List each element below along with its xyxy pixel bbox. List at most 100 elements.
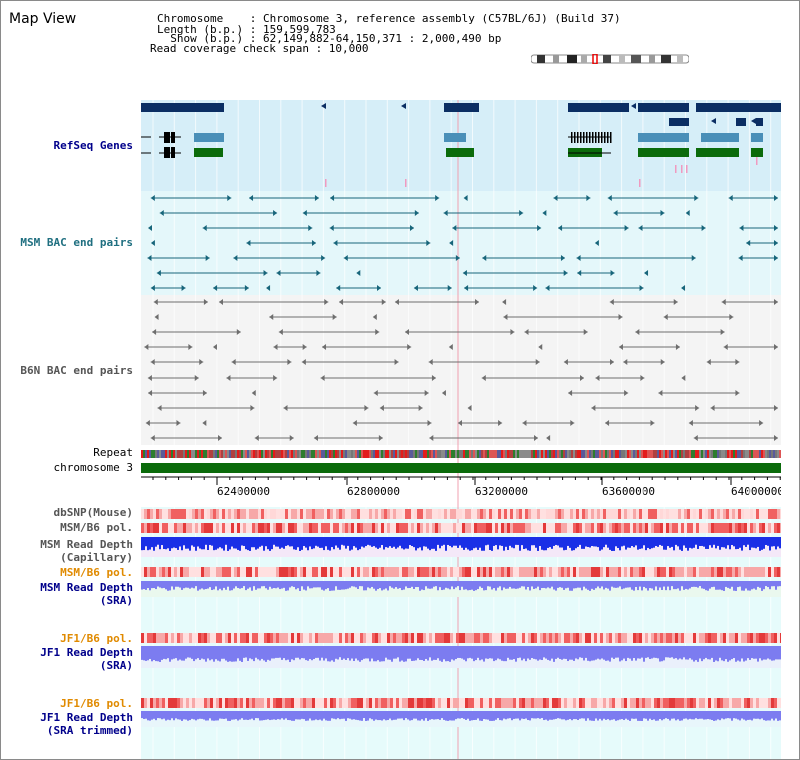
polymorphism-heat-cell <box>729 523 732 533</box>
read-depth-bar <box>249 711 251 720</box>
read-depth-bar <box>351 581 353 587</box>
refseq-exon <box>580 132 582 143</box>
read-depth-bar <box>667 537 669 547</box>
polymorphism-heat-cell <box>231 633 234 643</box>
repeat-segment <box>551 450 553 458</box>
chromosome-ideogram[interactable] <box>531 54 689 64</box>
repeat-segment <box>461 450 463 458</box>
repeat-segment <box>493 450 495 458</box>
track-label-msm-depth-capillary[interactable]: MSM Read Depth <box>40 538 133 551</box>
read-depth-bar <box>653 537 655 548</box>
read-depth-bar <box>477 646 479 658</box>
polymorphism-heat-cell <box>723 523 726 533</box>
read-depth-bar <box>609 581 611 591</box>
polymorphism-heat-cell <box>582 698 585 708</box>
repeat-segment <box>705 450 707 458</box>
polymorphism-heat-cell <box>393 509 396 519</box>
read-depth-bar <box>385 646 387 658</box>
repeat-segment <box>699 450 701 458</box>
read-depth-bar <box>539 646 541 660</box>
repeat-segment <box>681 450 683 458</box>
read-depth-bar <box>349 537 351 551</box>
repeat-segment <box>747 450 749 458</box>
b6n-bac-end <box>759 420 764 426</box>
polymorphism-heat-cell <box>201 567 204 577</box>
read-depth-bar <box>343 646 345 659</box>
track-label-jf1-b6-pol-2[interactable]: JF1/B6 pol. <box>60 697 133 710</box>
read-depth-bar <box>517 537 519 545</box>
polymorphism-heat-cell <box>687 633 690 643</box>
read-depth-bar <box>169 646 171 662</box>
map-view-title: Map View <box>9 11 77 27</box>
track-label-msm-depth-sra[interactable]: MSM Read Depth <box>40 581 133 594</box>
read-depth-bar <box>629 711 631 721</box>
polymorphism-heat-cell <box>486 509 489 519</box>
refseq-exon <box>577 132 579 143</box>
track-label-msm-b6-pol[interactable]: MSM/B6 pol. <box>60 521 133 534</box>
polymorphism-heat-cell <box>339 633 342 643</box>
polymorphism-heat-cell <box>579 633 582 643</box>
read-depth-bar <box>445 581 447 588</box>
polymorphism-heat-cell <box>300 509 303 519</box>
read-depth-bar <box>749 646 751 660</box>
read-depth-bar <box>277 646 279 658</box>
track-label-refseq[interactable]: RefSeq Genes <box>53 139 133 152</box>
msm-bac-end <box>447 285 452 291</box>
read-depth-bar <box>625 646 627 662</box>
track-label-jf1-depth-sra[interactable]: JF1 Read Depth <box>40 646 133 659</box>
repeat-segment <box>741 450 743 458</box>
track-label-msm-bac[interactable]: MSM BAC end pairs <box>20 236 133 249</box>
msm-bac-end <box>638 225 643 231</box>
read-depth-bar <box>183 646 185 661</box>
repeat-segment <box>341 450 343 458</box>
polymorphism-heat-cell <box>675 509 678 519</box>
polymorphism-heat-cell <box>633 523 636 533</box>
read-depth-bar <box>535 711 537 719</box>
polymorphism-heat-cell <box>483 523 486 533</box>
polymorphism-heat-cell <box>681 523 684 533</box>
polymorphism-heat-cell <box>486 698 489 708</box>
read-depth-bar <box>285 581 287 591</box>
read-depth-bar <box>567 711 569 720</box>
polymorphism-heat-cell <box>267 633 270 643</box>
track-label-dbsnp[interactable]: dbSNP(Mouse) <box>53 506 133 519</box>
read-depth-bar <box>755 711 757 719</box>
polymorphism-heat-cell <box>411 523 414 533</box>
read-depth-bar <box>271 581 273 589</box>
read-depth-bar <box>675 581 677 590</box>
polymorphism-heat-cell <box>153 523 156 533</box>
polymorphism-heat-cell <box>144 633 147 643</box>
polymorphism-heat-cell <box>297 698 300 708</box>
track-label-msm-b6-pol-2[interactable]: MSM/B6 pol. <box>60 566 133 579</box>
repeat-segment <box>481 450 483 458</box>
track-label-jf1-b6-pol[interactable]: JF1/B6 pol. <box>60 632 133 645</box>
polymorphism-heat-cell <box>594 633 597 643</box>
read-depth-bar <box>455 711 457 720</box>
track-label-b6n-bac[interactable]: B6N BAC end pairs <box>20 364 133 377</box>
polymorphism-heat-cell <box>666 509 669 519</box>
track-label-jf1-depth-trimmed[interactable]: JF1 Read Depth <box>40 711 133 724</box>
read-depth-bar <box>661 581 663 590</box>
polymorphism-heat-cell <box>411 509 414 519</box>
read-depth-bar <box>153 581 155 589</box>
repeat-segment <box>331 450 333 458</box>
read-depth-bar <box>685 646 687 660</box>
polymorphism-heat-cell <box>675 698 678 708</box>
read-depth-bar <box>255 646 257 658</box>
read-depth-bar <box>609 537 611 550</box>
polymorphism-heat-cell <box>606 567 609 577</box>
polymorphism-heat-cell <box>342 509 345 519</box>
polymorphism-heat-cell <box>246 509 249 519</box>
read-depth-bar <box>337 581 339 590</box>
read-depth-bar <box>231 537 233 547</box>
refseq-marker <box>325 179 327 187</box>
polymorphism-heat-cell <box>300 698 303 708</box>
repeat-segment <box>223 450 225 458</box>
read-depth-bar <box>175 711 177 719</box>
b6n-bac-end <box>188 344 193 350</box>
b6n-bac-end <box>640 375 645 381</box>
polymorphism-heat-cell <box>330 633 333 643</box>
read-depth-bar <box>483 537 485 551</box>
msm-bac-end <box>435 195 440 201</box>
